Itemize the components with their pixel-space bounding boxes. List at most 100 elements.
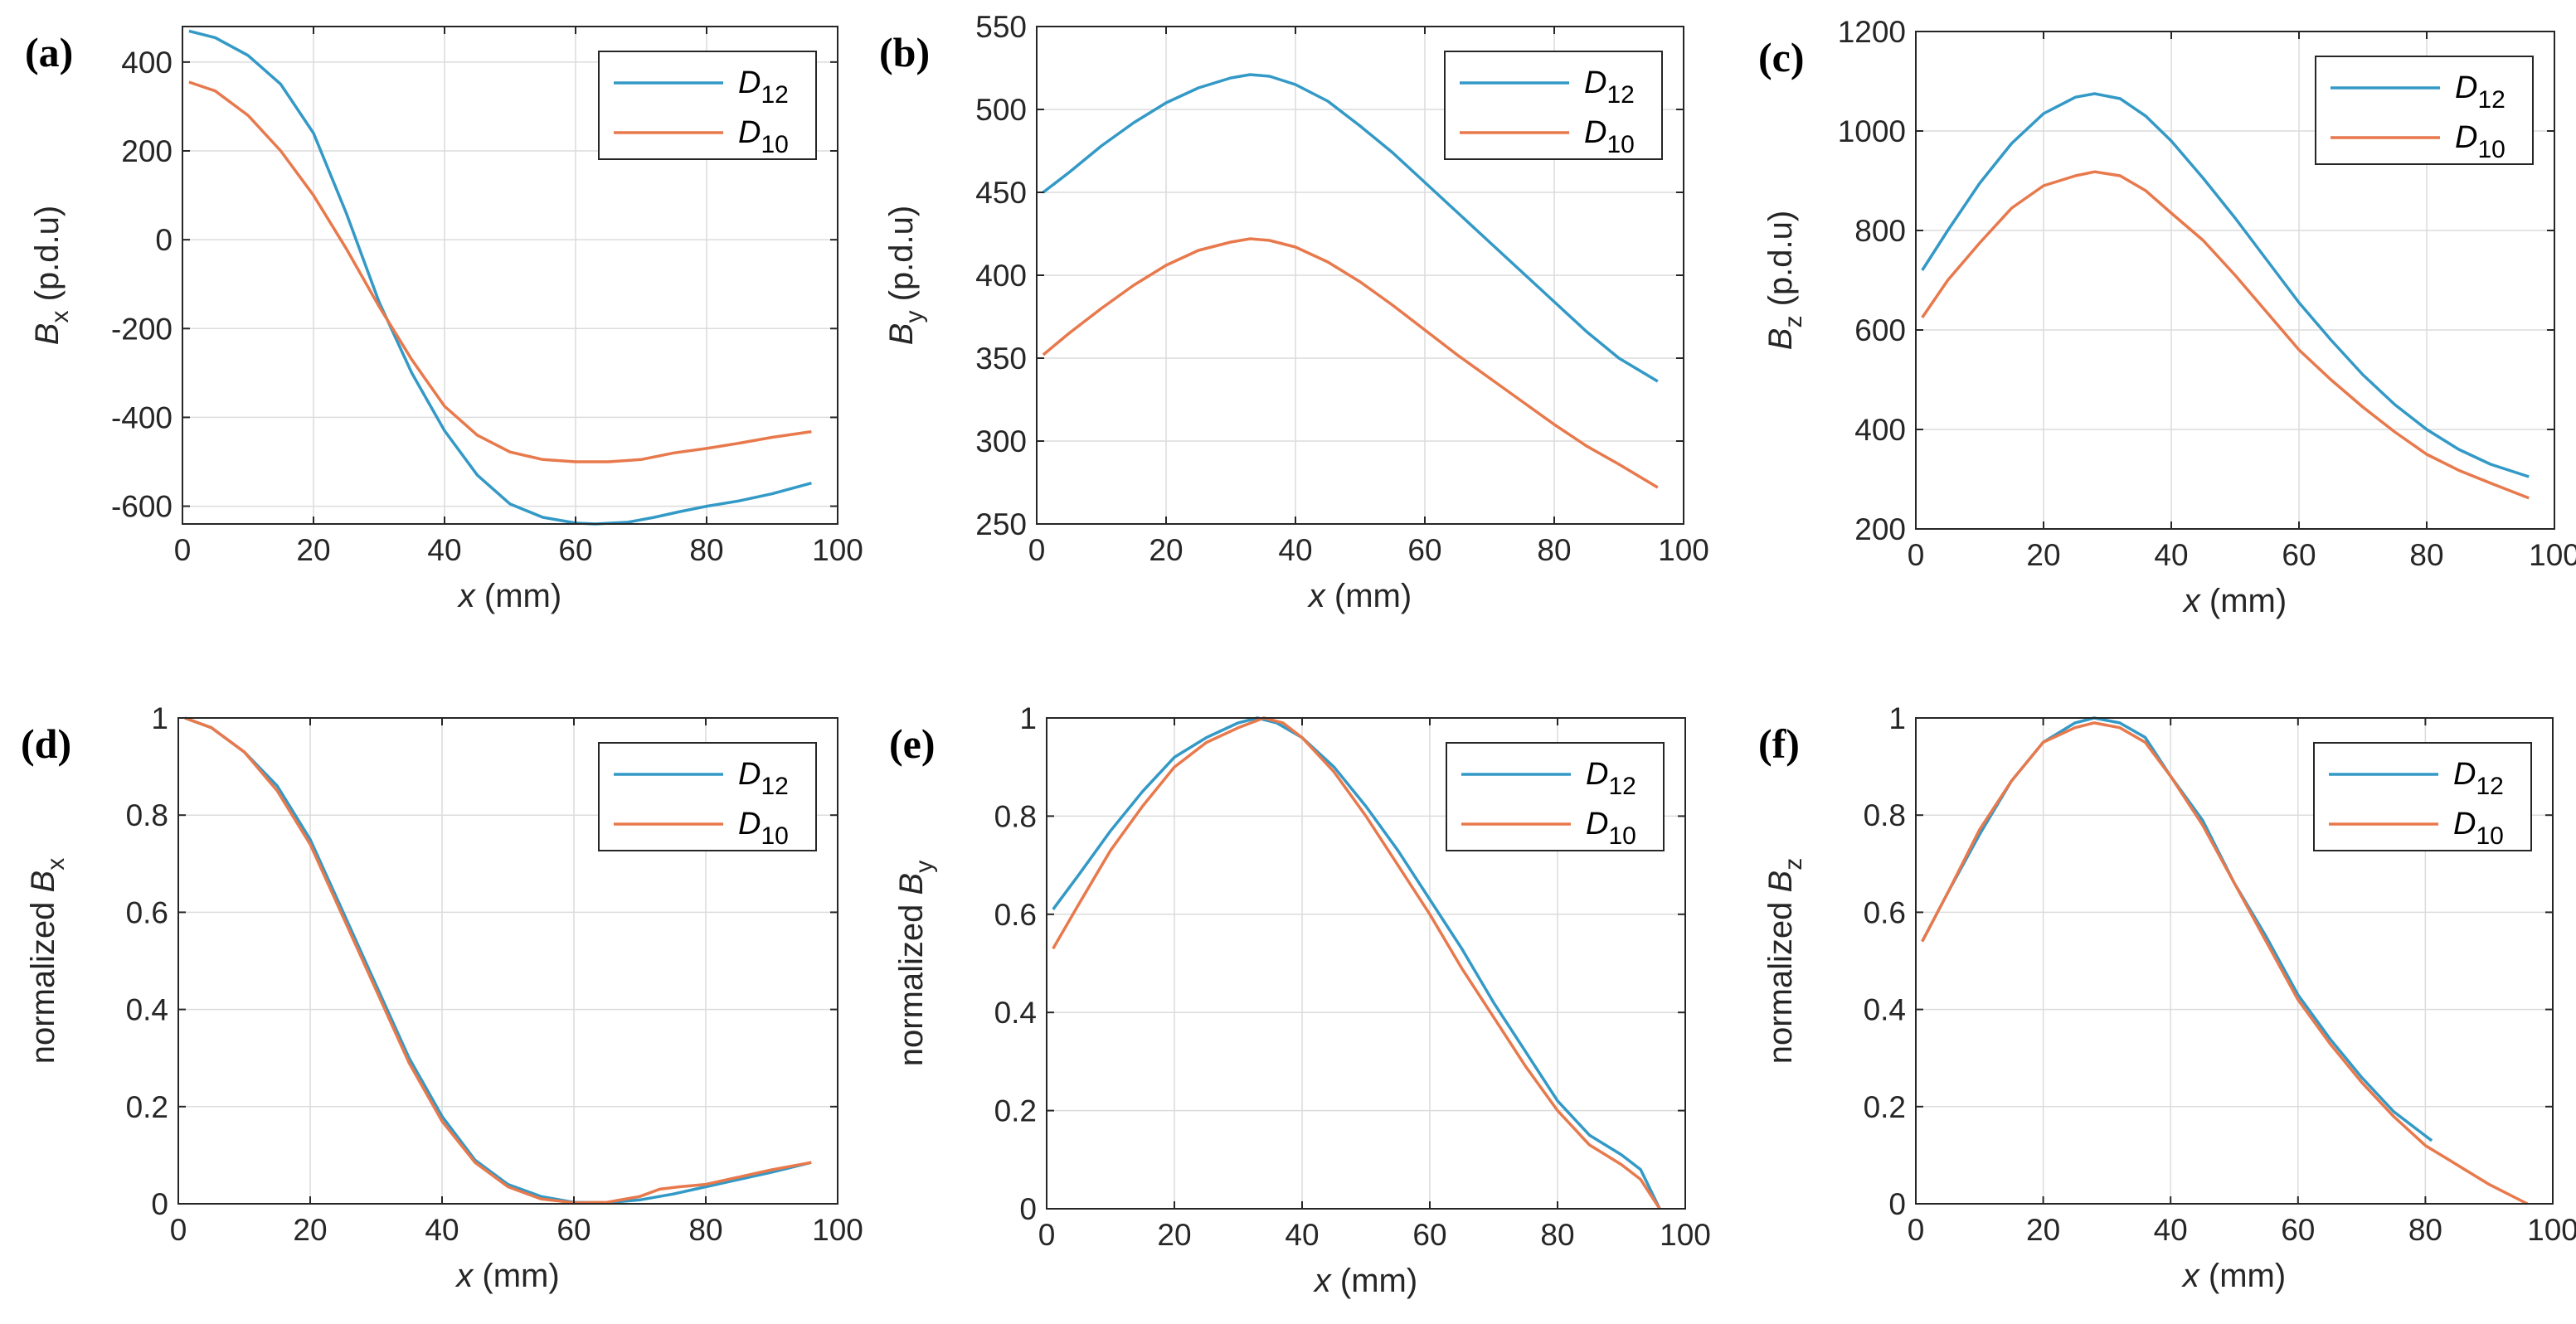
axes-box (182, 26, 838, 525)
y-tick-label: 0.2 (126, 1090, 168, 1124)
y-axis-label: Bz (p.d.u) (1762, 211, 1807, 350)
x-tick-label: 60 (558, 533, 592, 567)
chart-panel-e: 0 20 40 60 80 100 0 0.2 0.4 0.6 0.8 1 x (mm) normaliz… (889, 701, 1711, 1299)
panel-label: (d) (21, 720, 71, 767)
legend-subscript: 12 (2476, 773, 2503, 800)
y-tick-label: 250 (975, 507, 1027, 541)
y-tick-label: 1 (1888, 701, 1906, 735)
y-tick-label: 0.4 (126, 993, 168, 1027)
legend-name: D (2453, 807, 2476, 841)
x-tick-label: 100 (1660, 1218, 1711, 1252)
y-tick-label: 1200 (1838, 15, 1906, 49)
x-tick-label: 40 (2154, 1213, 2188, 1247)
x-tick-label: 100 (1658, 533, 1709, 567)
y-tick-label: 0.6 (1864, 895, 1906, 929)
legend-name: D (738, 807, 761, 841)
y-tick-label: 800 (1854, 214, 1906, 248)
legend-name: D (2455, 120, 2477, 155)
series-line-D12 (1042, 73, 1659, 383)
y-axis-label: By (p.d.u) (883, 206, 928, 345)
y-axis-variable: B (25, 871, 61, 893)
legend-subscript: 10 (2476, 822, 2503, 850)
x-tick-label: 20 (296, 533, 330, 567)
x-tick-label: 80 (689, 533, 723, 567)
chart-panel-d: 0 20 40 60 80 100 0 0.2 0.4 0.6 0.8 1 x (mm) normaliz… (21, 701, 863, 1294)
series-line-D12 (1052, 716, 1661, 1210)
x-axis-label: x (mm) (2182, 583, 2287, 619)
y-tick-label: 0.4 (994, 996, 1037, 1030)
x-axis-variable: x (1313, 1263, 1333, 1299)
legend-name: D (1584, 115, 1606, 150)
y-tick-label: -600 (111, 490, 173, 524)
x-axis-label: x (mm) (457, 578, 561, 614)
legend-subscript: 12 (761, 773, 788, 800)
x-tick-label: 60 (2282, 538, 2316, 572)
x-axis-label: x (mm) (1313, 1263, 1417, 1299)
y-axis-unit: (p.d.u) (883, 206, 920, 311)
y-tick-label: 300 (975, 424, 1027, 458)
chart-panel-f: 0 20 40 60 80 100 0 0.2 0.4 0.6 0.8 1 x (mm) normaliz… (1758, 701, 2576, 1294)
x-tick-label: 20 (293, 1213, 327, 1247)
x-axis-variable: x (2181, 1258, 2201, 1294)
series-line-D10 (188, 80, 812, 463)
x-axis-unit: (mm) (473, 1258, 559, 1294)
x-tick-label: 0 (174, 533, 192, 567)
legend-box (1444, 51, 1663, 160)
legend-entry: D12 (1584, 65, 1635, 109)
x-tick-label: 100 (812, 1213, 863, 1247)
x-tick-label: 0 (170, 1213, 187, 1247)
y-axis-subscript: x (46, 311, 74, 323)
x-axis-label: x (mm) (2181, 1258, 2286, 1294)
series-line-D12 (188, 29, 812, 526)
legend-box (2313, 742, 2532, 851)
y-axis-unit: (p.d.u) (29, 206, 66, 311)
y-axis-label: normalized By (893, 861, 938, 1066)
panel-label: (a) (25, 29, 73, 75)
series-line-D12 (1921, 92, 2530, 478)
x-axis-unit: (mm) (1325, 578, 1412, 614)
legend-entry: D10 (738, 807, 789, 850)
y-tick-label: 0 (1888, 1187, 1906, 1221)
x-tick-label: 40 (425, 1213, 459, 1247)
x-tick-label: 60 (557, 1213, 591, 1247)
x-tick-label: 60 (1412, 1218, 1446, 1252)
y-tick-label: 200 (1854, 512, 1906, 546)
y-axis-subscript: y (911, 861, 938, 873)
y-tick-label: 600 (1854, 313, 1906, 347)
x-axis-unit: (mm) (2200, 583, 2287, 619)
x-tick-label: 100 (812, 533, 863, 567)
x-tick-label: 60 (1407, 533, 1441, 567)
y-axis-subscript: y (901, 311, 928, 323)
x-axis-unit: (mm) (475, 578, 561, 614)
y-axis-variable: B (893, 873, 930, 895)
x-axis-variable: x (1307, 578, 1327, 614)
y-axis-variable: B (1762, 328, 1799, 351)
y-axis-label: normalized Bx (25, 858, 70, 1064)
x-axis-variable: x (2182, 583, 2202, 619)
axes-box (177, 717, 838, 1205)
legend-subscript: 12 (1608, 773, 1636, 800)
x-tick-label: 60 (2281, 1213, 2315, 1247)
y-axis-label: Bx (p.d.u) (29, 206, 74, 345)
legend-name: D (738, 757, 761, 792)
y-tick-label: -400 (111, 400, 173, 434)
legend-box (2315, 56, 2534, 165)
y-axis-subscript: z (1780, 316, 1807, 328)
legend-entry: D12 (2455, 70, 2506, 114)
axes-box (1915, 31, 2555, 530)
y-axis-prefix: normalized (893, 895, 930, 1066)
x-tick-label: 80 (1537, 533, 1571, 567)
y-tick-label: 0.8 (994, 799, 1037, 833)
x-axis-unit: (mm) (1331, 1263, 1417, 1299)
y-axis-subscript: z (1780, 858, 1807, 871)
legend-entry: D10 (1586, 807, 1636, 850)
series-line-D10 (1921, 170, 2530, 500)
legend-subscript: 10 (761, 131, 788, 158)
legend-name: D (1584, 65, 1606, 100)
x-tick-label: 0 (1908, 538, 1925, 572)
x-tick-label: 0 (1908, 1213, 1925, 1247)
